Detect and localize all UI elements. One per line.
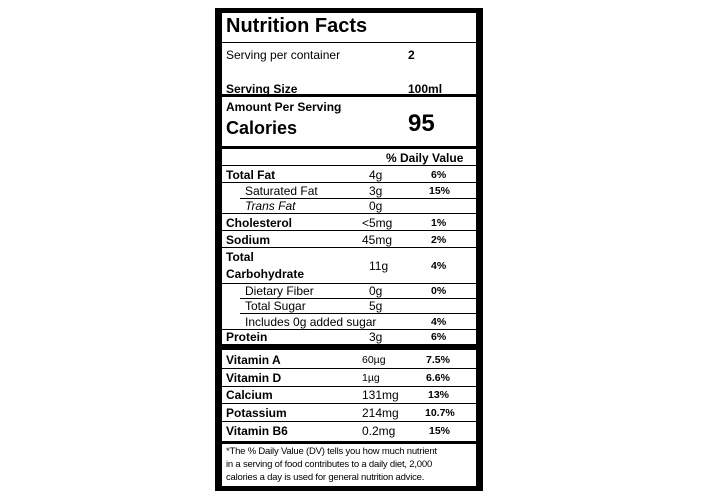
footnote-line-3: calories a day is used for general nutri… [226,472,425,483]
nutrient-name-dietary-fiber: Dietary Fiber [245,284,314,298]
nutrient-dv-added-sugar: 4% [431,316,447,328]
vitamin-name-calcium: Calcium [226,388,273,402]
row-divider [222,213,476,214]
vitamin-dv-b6: 15% [429,425,451,437]
nutrient-name-saturated-fat: Saturated Fat [245,184,318,198]
nutrient-amount-trans-fat: 0g [369,199,383,213]
nutrient-amount-protein: 3g [369,330,383,344]
row-divider [222,403,476,404]
row-divider [222,329,476,330]
vitamin-dv-a: 7.5% [426,354,450,366]
nutrient-amount-sodium: 45mg [362,233,393,247]
nutrient-name-cholesterol: Cholesterol [226,216,293,230]
serving-size-value: 100ml [408,82,443,96]
footnote-panel: *The % Daily Value (DV) tells you how mu… [222,444,476,486]
vitamin-amount-a: 60µg [362,354,386,366]
row-divider [240,298,476,299]
footnote-line-2: in a serving of food contributes to a da… [226,459,433,470]
nutrient-dv-protein: 6% [431,331,447,343]
nutrient-dv-dietary-fiber: 0% [431,285,447,297]
amount-per-serving-label: Amount Per Serving [226,100,342,114]
nutrient-amount-cholesterol: <5mg [362,216,393,230]
row-divider [222,421,476,422]
nutrition-label: Nutrition Facts Serving per container 2 … [215,8,483,491]
vitamin-dv-calcium: 13% [428,389,450,401]
vitamin-amount-b6: 0.2mg [362,424,396,438]
row-divider [222,386,476,387]
nutrient-amount-total-carbohydrate: 11g [369,259,389,273]
calories-value: 95 [408,110,435,137]
vitamin-name-b6: Vitamin B6 [226,424,288,438]
nutrient-name-sodium: Sodium [226,233,270,247]
nutrient-name-added-sugar: Includes 0g added sugar [245,315,377,329]
nutrient-amount-total-fat: 4g [369,168,383,182]
nutrients-panel: % Daily Value Total Fat 4g 6% Saturated … [222,149,476,344]
vitamin-amount-calcium: 131mg [362,388,399,402]
row-divider [222,283,476,284]
row-divider [222,230,476,231]
dv-header-divider [222,165,476,166]
row-divider [222,368,476,369]
vitamin-amount-d: 1µg [362,372,380,384]
label-title: Nutrition Facts [226,15,368,37]
nutrient-name-total-carbohydrate-line2: Carbohydrate [226,267,305,281]
vitamin-name-a: Vitamin A [226,353,281,367]
row-divider [240,313,476,314]
servings-per-container-value: 2 [408,48,415,62]
nutrient-amount-saturated-fat: 3g [369,184,383,198]
calories-panel: Amount Per Serving Calories 95 [222,97,476,146]
vitamin-name-potassium: Potassium [226,406,287,420]
vitamin-dv-potassium: 10.7% [425,407,455,419]
nutrient-dv-total-fat: 6% [431,169,447,181]
nutrient-dv-sodium: 2% [431,234,447,246]
nutrient-name-trans-fat: Trans Fat [245,199,296,213]
row-divider [222,247,476,248]
vitamin-name-d: Vitamin D [226,371,282,385]
nutrient-name-total-fat: Total Fat [226,168,276,182]
footnote-line-1: *The % Daily Value (DV) tells you how mu… [226,446,437,457]
nutrient-amount-dietary-fiber: 0g [369,284,383,298]
header-panel: Nutrition Facts Serving per container 2 … [222,13,476,96]
nutrient-name-protein: Protein [226,330,268,344]
calories-label: Calories [226,118,298,138]
vitamin-dv-d: 6.6% [426,372,450,384]
vitamins-panel: Vitamin A 60µg 7.5% Vitamin D 1µg 6.6% C… [222,350,476,441]
nutrient-dv-cholesterol: 1% [431,217,447,229]
serving-size-label: Serving Size [226,82,298,96]
nutrient-amount-total-sugar: 5g [369,299,383,313]
title-divider [222,42,476,43]
servings-per-container-label: Serving per container [226,48,341,62]
nutrient-name-total-sugar: Total Sugar [245,299,306,313]
nutrient-name-total-carbohydrate-line1: Total [226,250,254,264]
row-divider [240,198,476,199]
nutrient-dv-total-carbohydrate: 4% [431,260,447,272]
row-divider [222,182,476,183]
vitamin-amount-potassium: 214mg [362,406,399,420]
nutrient-dv-saturated-fat: 15% [429,185,451,197]
daily-value-header: % Daily Value [386,151,464,165]
